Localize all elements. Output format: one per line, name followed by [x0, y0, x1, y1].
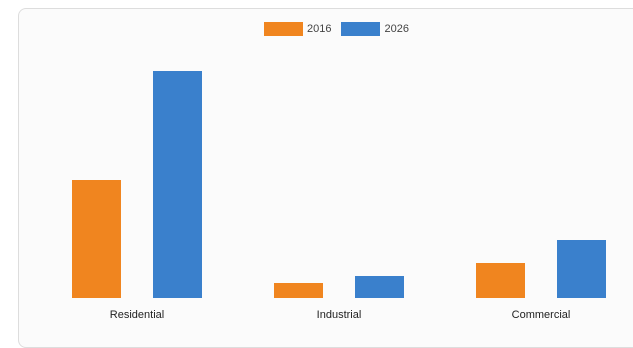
legend-item-2026[interactable]: 2026 — [341, 22, 409, 36]
bar-chart: Residential Industrial Commercial — [72, 71, 606, 321]
bar-commercial-2026[interactable] — [557, 240, 606, 298]
legend-item-2016[interactable]: 2016 — [264, 22, 331, 36]
x-tick-label-commercial: Commercial — [512, 309, 571, 321]
bar-industrial-2016[interactable] — [274, 283, 323, 298]
legend-label-2016: 2016 — [307, 23, 332, 35]
legend-swatch-2016 — [264, 22, 303, 36]
x-tick-label-industrial: Industrial — [317, 309, 362, 321]
bar-residential-2016[interactable] — [72, 180, 121, 298]
bar-residential-2026[interactable] — [153, 71, 202, 298]
bar-commercial-2016[interactable] — [476, 263, 525, 298]
bar-industrial-2026[interactable] — [355, 276, 404, 298]
x-tick-label-residential: Residential — [110, 309, 164, 321]
chart-legend: 2016 2026 — [264, 22, 409, 36]
legend-label-2026: 2026 — [384, 23, 409, 35]
legend-swatch-2026 — [341, 22, 381, 36]
